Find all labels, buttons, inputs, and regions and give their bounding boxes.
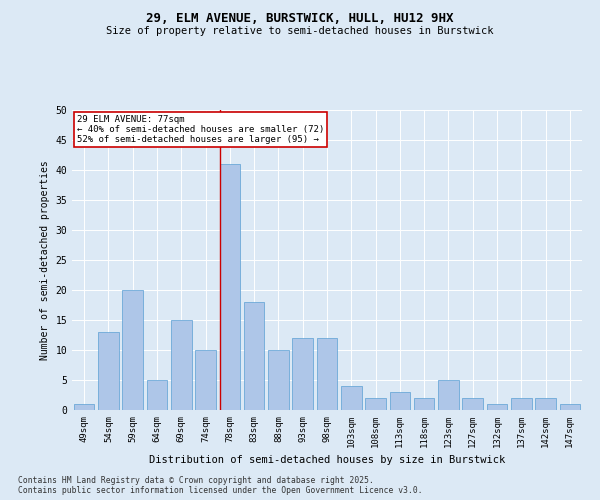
Bar bbox=[341, 386, 362, 410]
Bar bbox=[365, 398, 386, 410]
Bar bbox=[74, 404, 94, 410]
Bar bbox=[389, 392, 410, 410]
Bar bbox=[268, 350, 289, 410]
Text: 29 ELM AVENUE: 77sqm
← 40% of semi-detached houses are smaller (72)
52% of semi-: 29 ELM AVENUE: 77sqm ← 40% of semi-detac… bbox=[77, 114, 325, 144]
Bar bbox=[317, 338, 337, 410]
Text: 29, ELM AVENUE, BURSTWICK, HULL, HU12 9HX: 29, ELM AVENUE, BURSTWICK, HULL, HU12 9H… bbox=[146, 12, 454, 26]
Bar bbox=[414, 398, 434, 410]
Bar bbox=[98, 332, 119, 410]
Bar bbox=[122, 290, 143, 410]
Y-axis label: Number of semi-detached properties: Number of semi-detached properties bbox=[40, 160, 50, 360]
Bar bbox=[146, 380, 167, 410]
Text: Contains HM Land Registry data © Crown copyright and database right 2025.
Contai: Contains HM Land Registry data © Crown c… bbox=[18, 476, 422, 495]
Bar bbox=[560, 404, 580, 410]
Bar bbox=[535, 398, 556, 410]
Bar bbox=[463, 398, 483, 410]
Bar bbox=[292, 338, 313, 410]
Bar bbox=[220, 164, 240, 410]
Bar bbox=[487, 404, 508, 410]
Bar bbox=[438, 380, 459, 410]
Text: Size of property relative to semi-detached houses in Burstwick: Size of property relative to semi-detach… bbox=[106, 26, 494, 36]
Bar bbox=[244, 302, 265, 410]
Bar bbox=[195, 350, 216, 410]
Bar bbox=[171, 320, 191, 410]
Bar bbox=[511, 398, 532, 410]
X-axis label: Distribution of semi-detached houses by size in Burstwick: Distribution of semi-detached houses by … bbox=[149, 456, 505, 466]
